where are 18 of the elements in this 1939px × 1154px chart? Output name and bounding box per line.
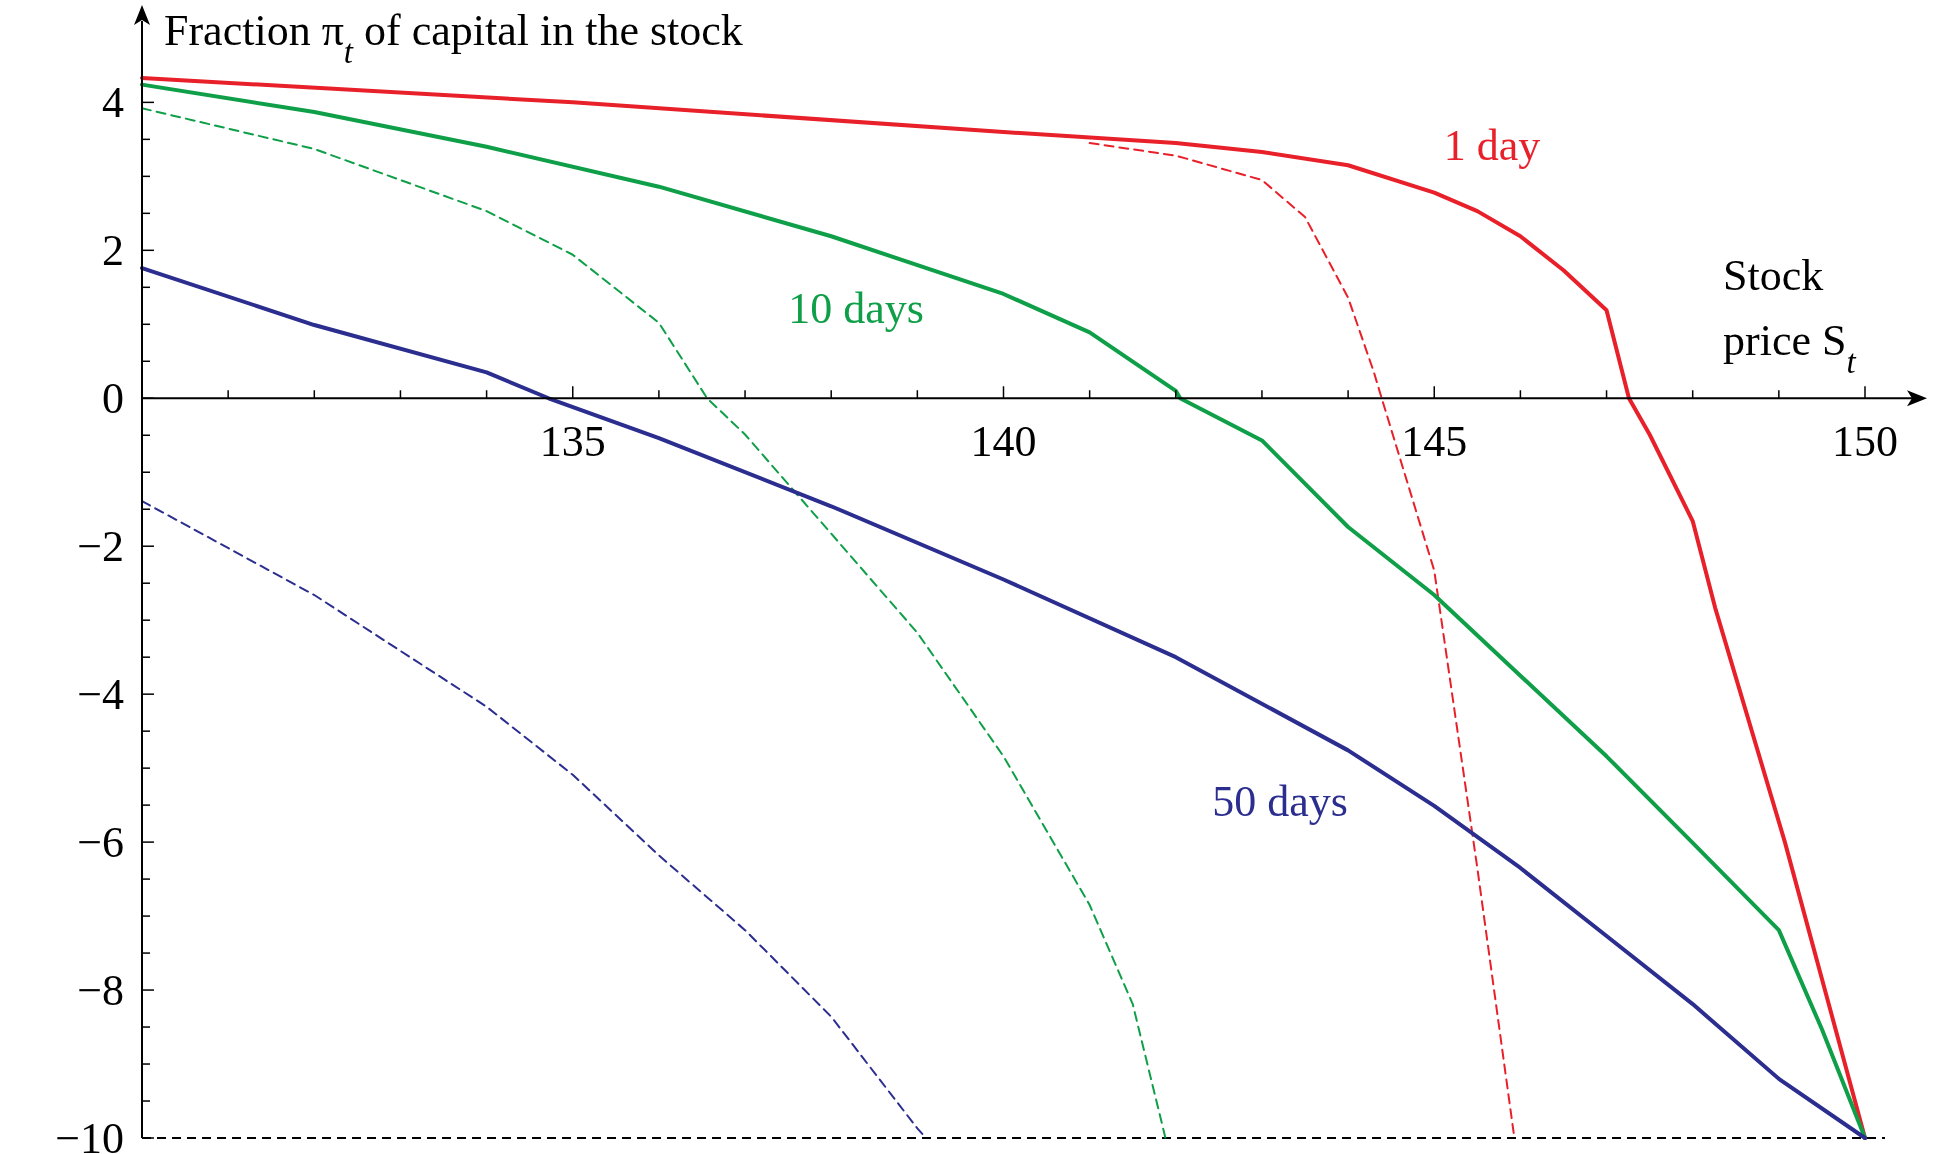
x-tick-label: 135 [539,417,606,467]
y-tick-label: 4 [102,78,124,128]
y-tick-label: 0 [102,374,124,424]
x-tick-label: 140 [970,417,1037,467]
y-tick-label: 2 [102,226,124,276]
y-axis-title: Fraction π$_{t}$ of capital in the stock [164,6,743,70]
y-tick-label: −6 [77,818,124,868]
x-tick-label: 150 [1832,417,1898,467]
y-tick-label: −10 [55,1114,124,1154]
x-tick-label: 145 [1401,417,1468,467]
x-axis-title: Stock price S$_{t}$ [1723,251,1857,380]
line-series [141,107,1167,1139]
y-tick-label: −4 [77,670,124,720]
y-tick-label: −2 [77,522,124,572]
annotation: 50 days [1212,777,1348,826]
annotation: 1 day [1443,121,1541,170]
y-tick-label: −8 [77,966,124,1016]
annotation: 10 days [788,284,924,333]
